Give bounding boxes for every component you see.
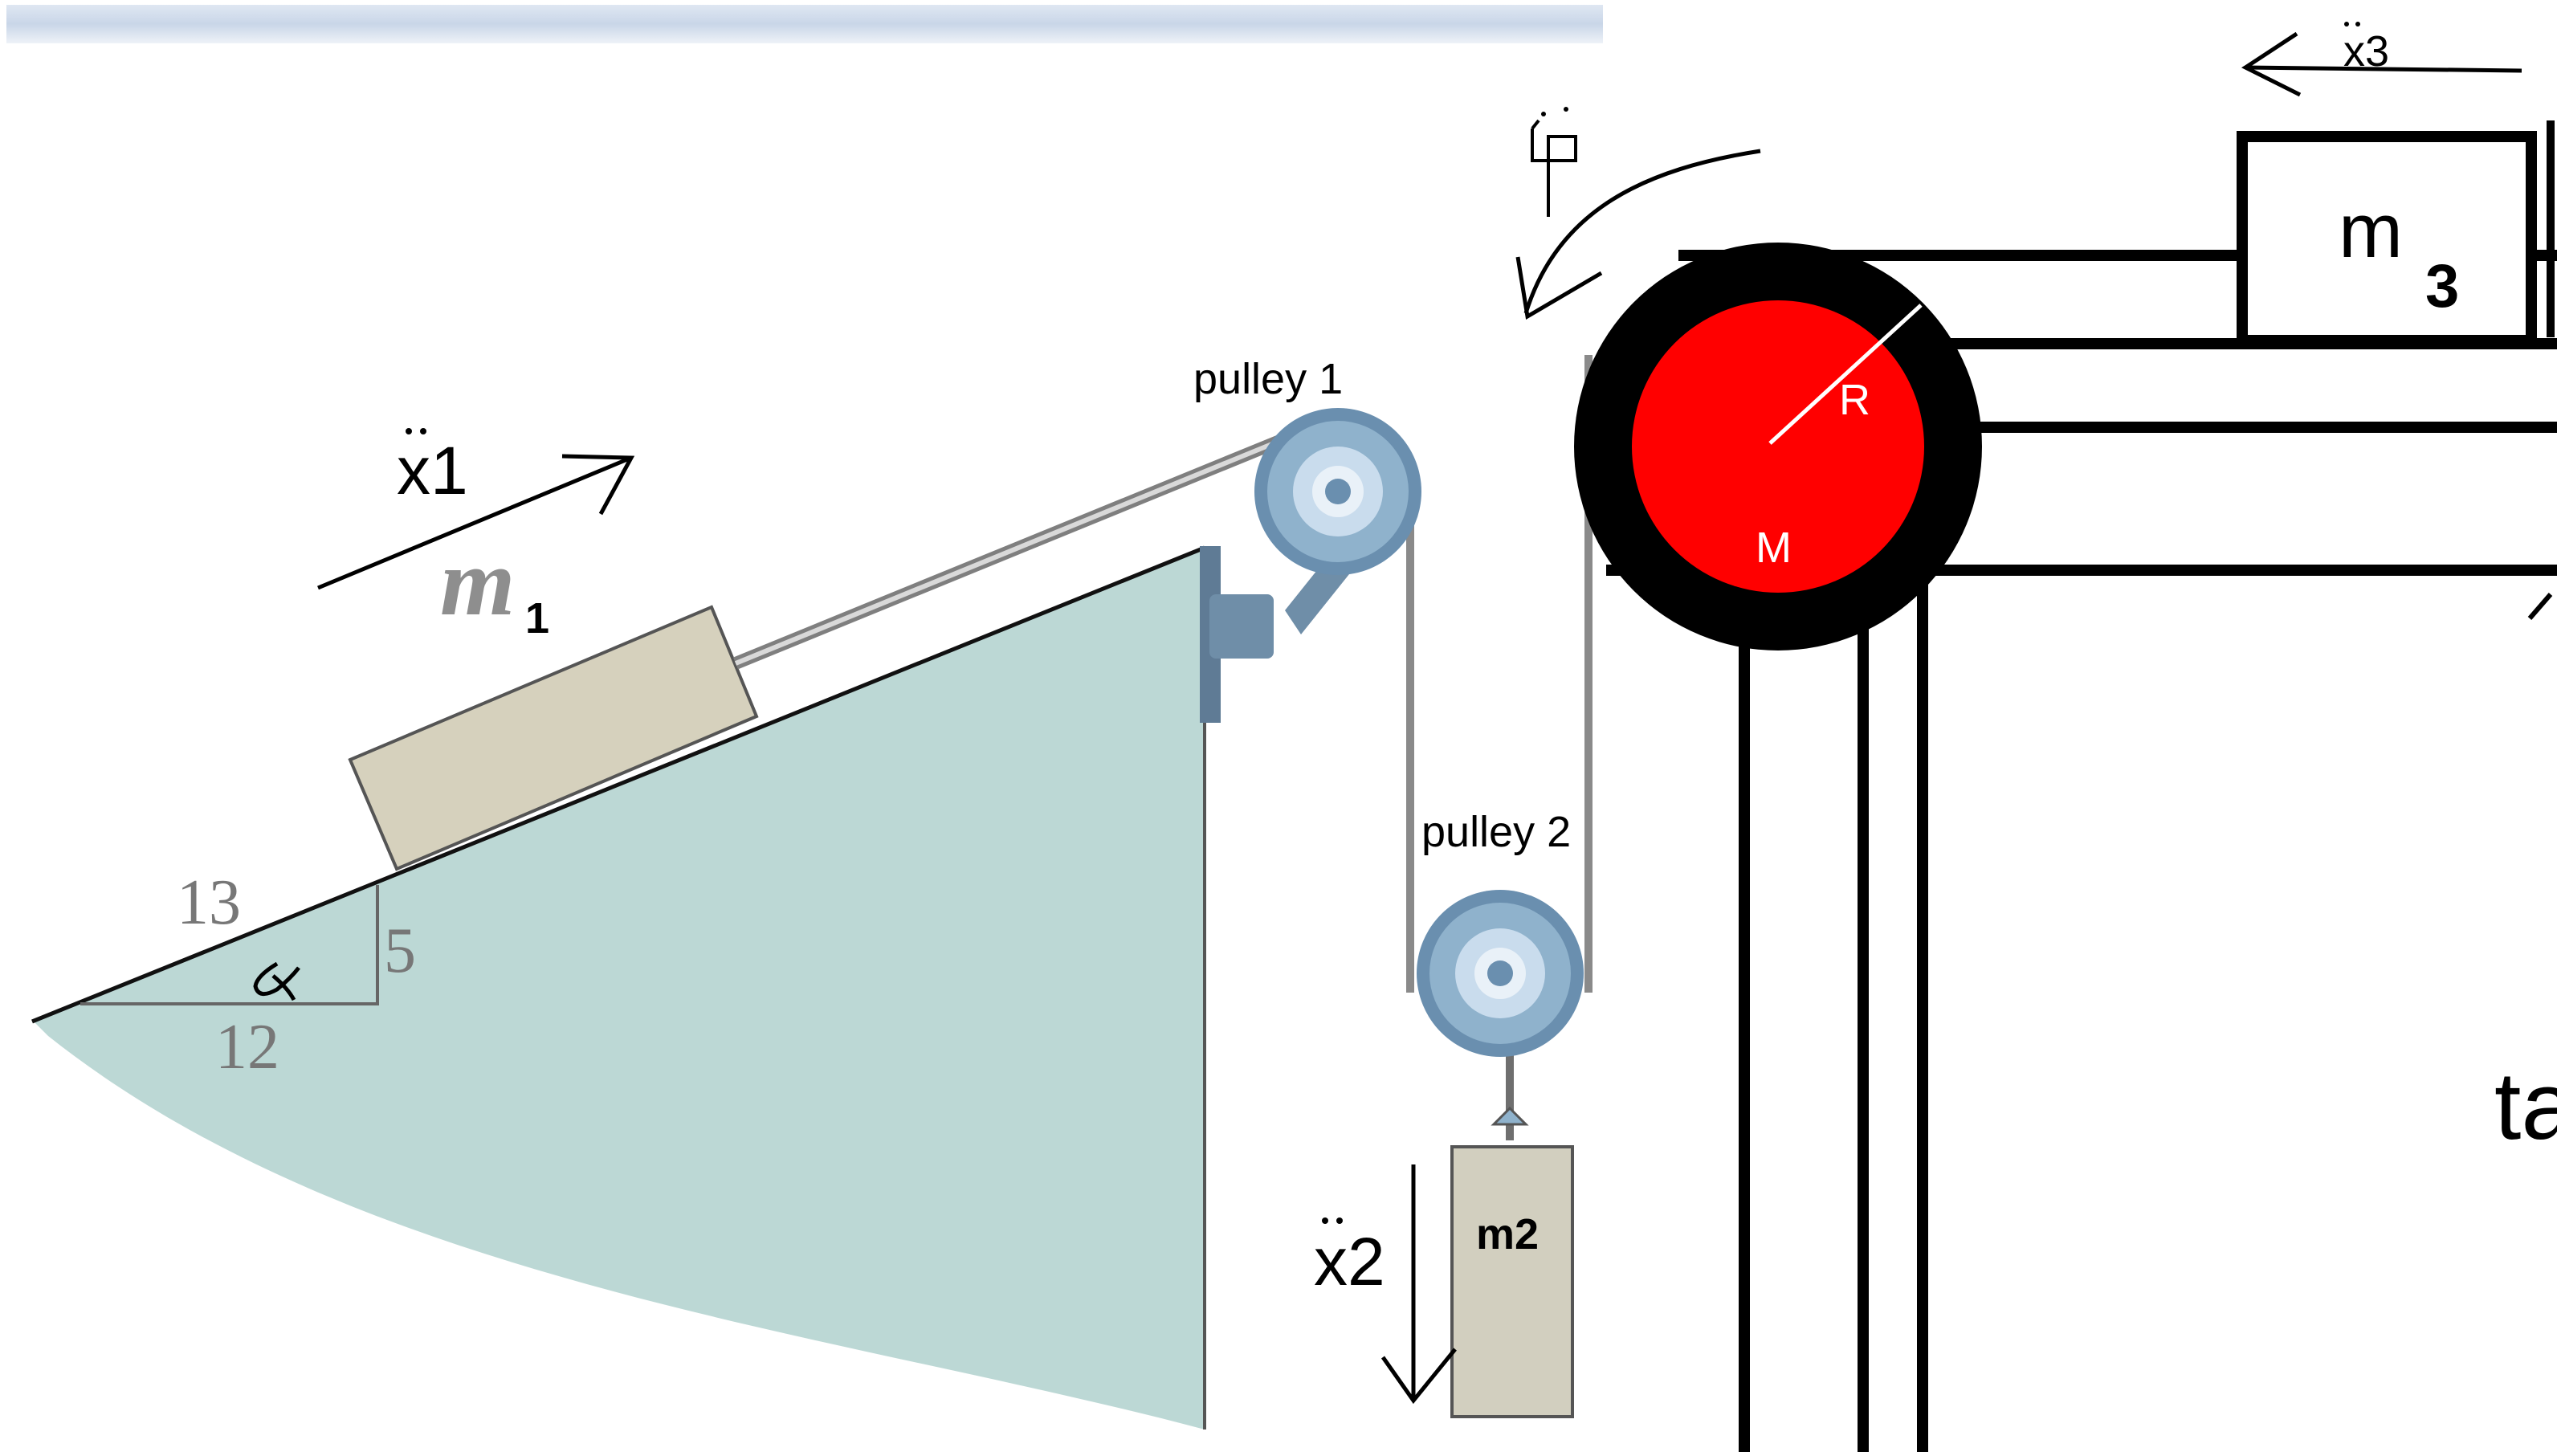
accel-x3-label: x3	[2343, 27, 2389, 75]
accel-x2-label: x2	[1314, 1224, 1385, 1299]
drum-radius-label: R	[1839, 376, 1870, 424]
slope-triangle: 13 5 12	[80, 867, 416, 1083]
alpha-symbol	[253, 961, 300, 1001]
slope-rise-label: 5	[384, 916, 416, 986]
m3-subscript: 3	[2425, 252, 2459, 320]
pulley-1-label: pulley 1	[1193, 355, 1343, 403]
double-dot-x2	[1322, 1217, 1343, 1224]
double-dot-x3	[2344, 22, 2360, 27]
m2-label: m2	[1476, 1210, 1539, 1258]
block-m2	[1450, 1106, 1574, 1418]
accel-arrow-x2	[1380, 1164, 1457, 1405]
m3-letter: m	[2339, 188, 2403, 274]
m1-letter: m	[440, 528, 515, 635]
pulley-1	[1254, 408, 1421, 634]
slope-run-label: 12	[215, 1012, 279, 1083]
block-m1	[348, 605, 759, 871]
block-m3	[2237, 131, 2537, 346]
drum	[1574, 243, 1982, 651]
slope-hyp-label: 13	[177, 867, 241, 938]
accel-arrow-x1	[317, 454, 635, 590]
window-top-strip	[6, 5, 1603, 43]
angular-accel-arrow	[1515, 149, 1761, 320]
phi-double-dot-icon	[1531, 107, 1577, 217]
double-dot-x1	[406, 428, 426, 434]
cut-off-text: ta	[2494, 1052, 2557, 1160]
inclined-plane	[31, 545, 1274, 1429]
drum-radius-line	[1768, 304, 1923, 445]
drum-disc	[1632, 300, 1924, 593]
wall-bracket	[1200, 546, 1274, 723]
table-edge-right-2	[2527, 593, 2553, 620]
wedge-body	[32, 546, 1205, 1429]
accel-x1-label: x1	[397, 433, 468, 508]
pulley-2	[1417, 890, 1584, 1057]
incline-surface	[31, 545, 1205, 1024]
drum-mass-label: M	[1756, 524, 1792, 572]
m1-subscript: 1	[525, 594, 549, 642]
accel-arrow-x3	[2241, 31, 2522, 97]
pulley-2-label: pulley 2	[1421, 808, 1571, 856]
